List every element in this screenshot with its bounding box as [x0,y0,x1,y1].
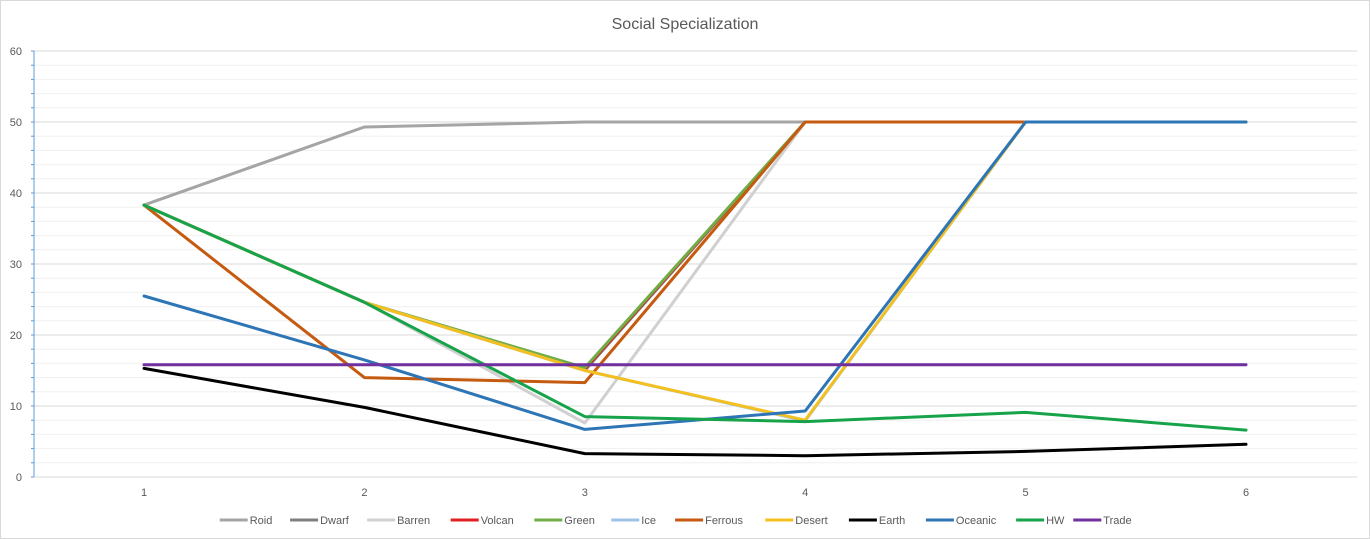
x-tick-label: 4 [802,487,808,499]
legend-label: Green [564,515,595,527]
legend-item-hw: HW [1016,515,1065,527]
legend-label: Roid [250,515,273,527]
legend-label: Ice [641,515,656,527]
x-tick-label: 3 [582,487,588,499]
legend-item-green: Green [534,515,595,527]
x-tick-label: 1 [141,487,147,499]
legend-item-dwarf: Dwarf [290,515,350,527]
chart-title: Social Specialization [612,16,759,33]
legend: Roid Dwarf Barren Volcan Green Ice Ferrous Dese… [219,515,1132,527]
legend-item-earth: Earth [848,515,905,527]
series-line-oceanic [142,120,1248,431]
y-tick-label: 60 [10,46,22,58]
y-tick-label: 0 [16,472,22,484]
gridlines [34,50,1357,464]
legend-label: HW [1046,515,1065,527]
legend-item-desert: Desert [765,515,828,527]
legend-label: Dwarf [320,515,350,527]
legend-label: Ferrous [705,515,743,527]
legend-label: Oceanic [956,515,997,527]
series-line-hw [142,203,1248,432]
x-tick-label: 5 [1023,487,1029,499]
y-tick-label: 10 [10,401,22,413]
legend-item-roid: Roid [219,515,273,527]
legend-item-trade: Trade [1073,515,1132,527]
x-tick-label: 2 [361,487,367,499]
series-lines [142,120,1248,458]
legend-label: Volcan [481,515,514,527]
legend-item-volcan: Volcan [450,515,514,527]
legend-label: Desert [795,515,827,527]
legend-label: Barren [397,515,430,527]
legend-item-ice: Ice [611,515,656,527]
axes: 0 10 20 30 40 50 60 1 2 3 4 5 6 [10,46,1357,499]
y-tick-label: 50 [10,117,22,129]
legend-item-ferrous: Ferrous [675,515,743,527]
series-line-green [142,120,1248,370]
y-tick-label: 30 [10,259,22,271]
legend-label: Earth [879,515,905,527]
x-tick-label: 6 [1243,487,1249,499]
series-line-earth [142,366,1248,458]
y-tick-label: 40 [10,188,22,200]
legend-label: Trade [1103,515,1131,527]
legend-item-barren: Barren [367,515,430,527]
legend-item-oceanic: Oceanic [925,515,997,527]
y-tick-label: 20 [10,330,22,342]
